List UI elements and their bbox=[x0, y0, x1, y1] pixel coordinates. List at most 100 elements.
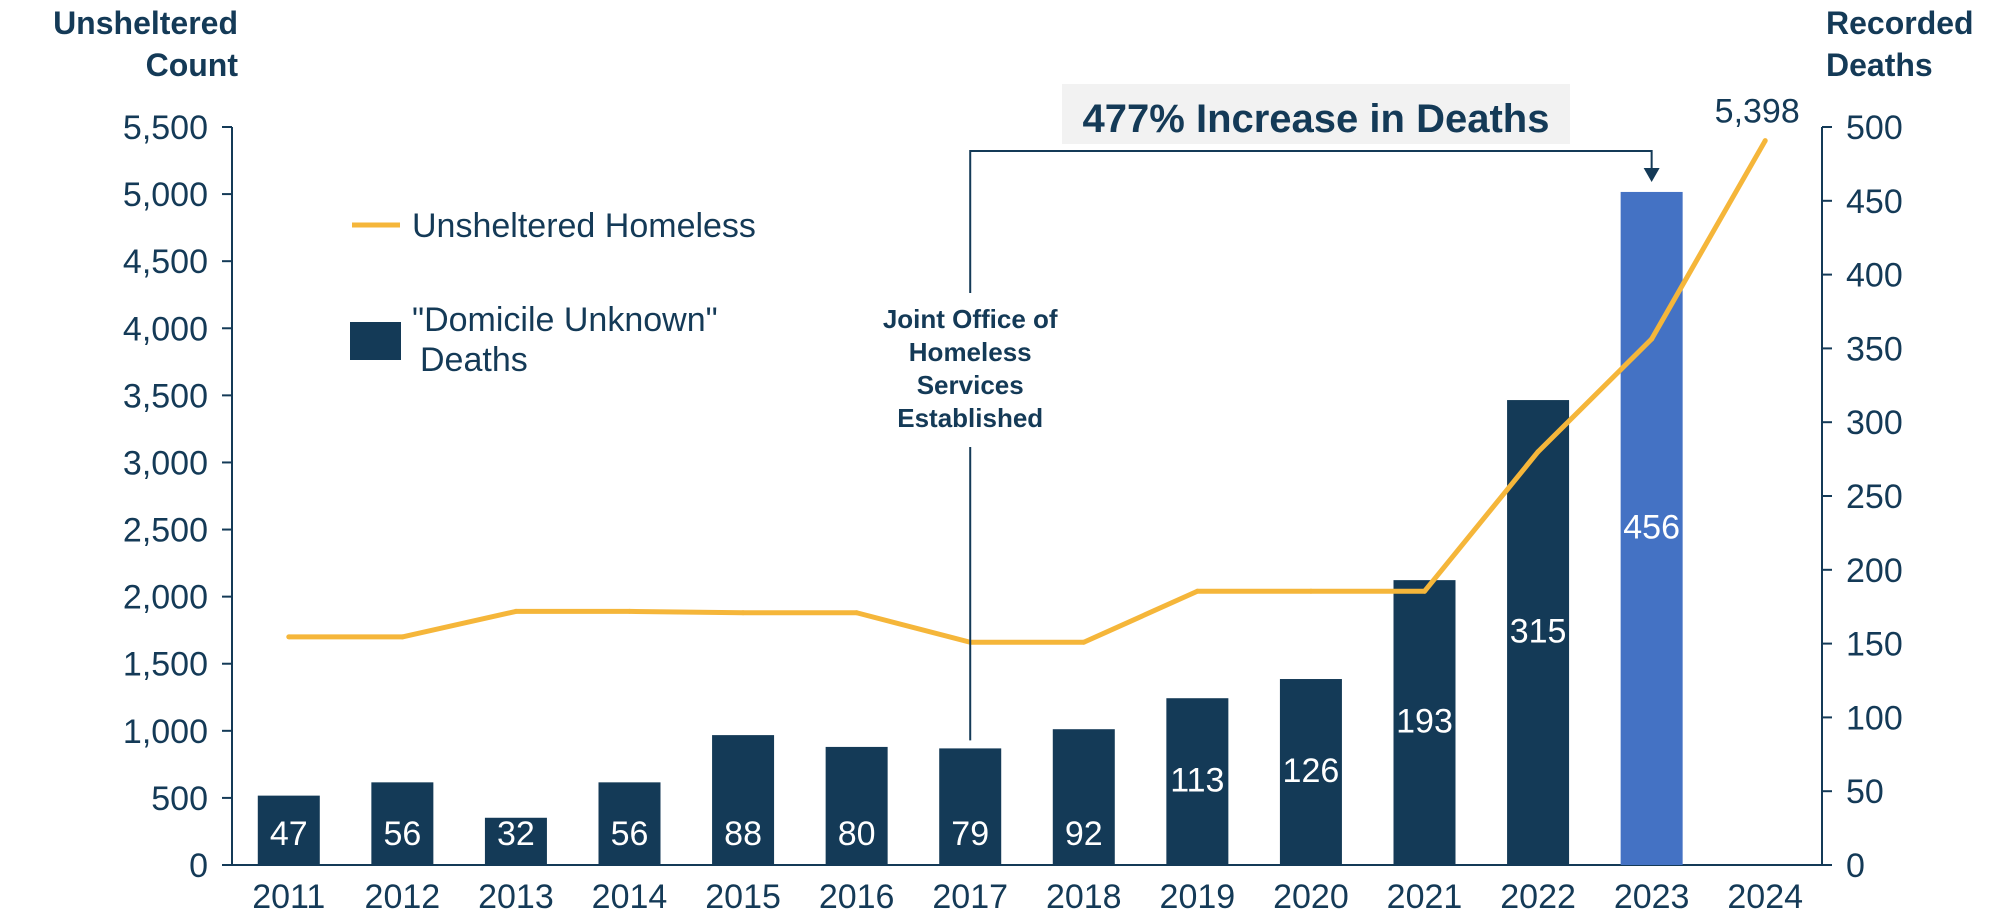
left-tick-label: 3,000 bbox=[123, 444, 208, 482]
x-tick-label: 2023 bbox=[1614, 878, 1690, 915]
right-tick-label: 500 bbox=[1846, 109, 1903, 147]
left-tick-label: 5,000 bbox=[123, 176, 208, 214]
right-tick-label: 250 bbox=[1846, 478, 1903, 516]
line-point-2013 bbox=[513, 608, 519, 614]
x-tick-label: 2018 bbox=[1046, 878, 1122, 915]
right-axis-title: Recorded Deaths bbox=[1826, 5, 1974, 83]
x-tick-label: 2014 bbox=[592, 878, 668, 915]
line-point-2015 bbox=[740, 610, 746, 616]
bar-value-label: 56 bbox=[383, 815, 421, 853]
bar-2011 bbox=[257, 795, 320, 865]
left-axis-title: Unsheltered Count bbox=[53, 5, 238, 83]
right-tick-label: 100 bbox=[1846, 699, 1903, 737]
bar-value-label: 79 bbox=[951, 815, 989, 853]
bar-series: 47 56 32 56 88 80 79 92 113 126 193 315 456 bbox=[257, 191, 1683, 866]
left-tick-label: 1,000 bbox=[123, 713, 208, 751]
bar-value-label: 456 bbox=[1623, 508, 1680, 546]
legend-bar-label: "Domicile Unknown" bbox=[412, 301, 718, 339]
bar-value-label: 32 bbox=[497, 815, 535, 853]
left-tick-label: 4,000 bbox=[123, 310, 208, 348]
annotations: 477% Increase in Deaths Joint Office of Ho… bbox=[883, 84, 1660, 741]
axes: 05001,0001,5002,0002,5003,0003,5004,0004… bbox=[53, 5, 1974, 915]
increase-box bbox=[1062, 84, 1570, 144]
left-tick-label: 2,000 bbox=[123, 579, 208, 617]
left-tick-label: 3,500 bbox=[123, 377, 208, 415]
bar-2020 bbox=[1279, 679, 1342, 865]
x-tick-label: 2019 bbox=[1160, 878, 1236, 915]
right-tick-label: 200 bbox=[1846, 552, 1903, 590]
joint-office-annotation-line: Services bbox=[917, 370, 1024, 400]
right-tick-label: 50 bbox=[1846, 773, 1884, 811]
bar-2016 bbox=[825, 746, 888, 865]
left-tick-label: 1,500 bbox=[123, 646, 208, 684]
line-point-2021 bbox=[1422, 588, 1427, 594]
right-tick-label: 400 bbox=[1846, 257, 1903, 295]
legend-line-label: Unsheltered Homeless bbox=[412, 207, 756, 245]
bar-2021 bbox=[1393, 580, 1456, 865]
x-tick-label: 2022 bbox=[1500, 878, 1576, 915]
x-tick-label: 2011 bbox=[252, 878, 325, 915]
bar-value-label: 92 bbox=[1065, 815, 1103, 853]
left-tick-label: 5,500 bbox=[123, 109, 208, 147]
increase-annotation: 477% Increase in Deaths bbox=[1083, 97, 1550, 141]
bar-value-label: 315 bbox=[1510, 613, 1567, 651]
line-point-2022 bbox=[1535, 449, 1541, 455]
bar-2017 bbox=[939, 748, 1002, 865]
line-point-2023 bbox=[1649, 336, 1655, 342]
x-tick-label: 2020 bbox=[1273, 878, 1349, 915]
bar-value-label: 47 bbox=[270, 815, 308, 853]
right-tick-label: 300 bbox=[1846, 404, 1903, 442]
increase-bracket bbox=[969, 150, 1653, 293]
bar-2015 bbox=[712, 735, 775, 865]
right-axis-title-line: Recorded bbox=[1826, 5, 1974, 41]
joint-office-annotation: Joint Office of Homeless Services Establish… bbox=[883, 304, 1058, 433]
bar-2013 bbox=[484, 817, 547, 865]
x-tick-label: 2024 bbox=[1727, 878, 1803, 915]
legend: Unsheltered Homeless "Domicile Unknown"De… bbox=[350, 207, 756, 379]
bar-value-label: 193 bbox=[1396, 703, 1453, 741]
line-series: 5,398 bbox=[286, 93, 1800, 645]
right-tick-label: 150 bbox=[1846, 626, 1903, 664]
left-tick-label: 500 bbox=[151, 780, 208, 818]
x-tick-label: 2021 bbox=[1387, 878, 1463, 915]
increase-arrowhead bbox=[1643, 168, 1660, 182]
x-tick-label: 2013 bbox=[478, 878, 554, 915]
joint-office-annotation-line: Joint Office of bbox=[883, 304, 1058, 334]
left-axis-title-line: Unsheltered bbox=[53, 5, 238, 41]
line-point-2019 bbox=[1194, 588, 1200, 594]
bar-2014 bbox=[598, 782, 661, 865]
bar-2012 bbox=[371, 782, 434, 865]
right-tick-label: 0 bbox=[1846, 847, 1865, 885]
right-tick-label: 450 bbox=[1846, 183, 1903, 221]
line-point-2024 bbox=[1762, 138, 1768, 144]
x-tick-label: 2017 bbox=[932, 878, 1008, 915]
left-tick-label: 2,500 bbox=[123, 512, 208, 550]
left-tick-label: 0 bbox=[189, 847, 208, 885]
bar-value-label: 80 bbox=[838, 815, 876, 853]
line-point-2011 bbox=[286, 634, 292, 640]
line-point-2018 bbox=[1081, 639, 1087, 645]
x-tick-label: 2016 bbox=[819, 878, 895, 915]
line-point-2012 bbox=[399, 634, 405, 640]
line-point-2020 bbox=[1308, 588, 1314, 594]
line-point-2014 bbox=[627, 608, 632, 614]
bar-value-label: 126 bbox=[1283, 752, 1340, 790]
bar-2019 bbox=[1166, 698, 1229, 865]
legend-bar-swatch bbox=[350, 322, 401, 360]
x-tick-label: 2015 bbox=[705, 878, 781, 915]
right-axis-title-line: Deaths bbox=[1826, 47, 1933, 83]
joint-office-annotation-line: Established bbox=[897, 403, 1043, 433]
line-end-label: 5,398 bbox=[1715, 93, 1800, 131]
left-tick-label: 4,500 bbox=[123, 243, 208, 281]
bar-value-label: 56 bbox=[611, 815, 649, 853]
bar-value-label: 88 bbox=[724, 815, 762, 853]
left-axis-title-line: Count bbox=[146, 47, 239, 83]
right-tick-label: 350 bbox=[1846, 330, 1903, 368]
x-tick-label: 2012 bbox=[365, 878, 441, 915]
unsheltered-line bbox=[288, 139, 1768, 645]
line-point-2016 bbox=[854, 610, 860, 616]
joint-office-annotation-line: Homeless bbox=[909, 337, 1032, 367]
bar-2018 bbox=[1052, 729, 1115, 865]
legend-bar-label-line2: Deaths bbox=[420, 341, 528, 379]
